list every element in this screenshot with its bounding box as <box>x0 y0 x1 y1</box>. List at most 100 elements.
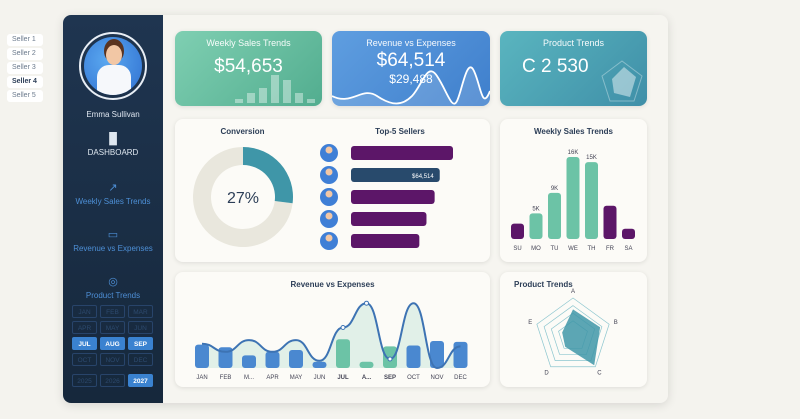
weekly-bar[interactable] <box>548 192 561 239</box>
weekly-bar[interactable] <box>566 157 580 239</box>
year-2027[interactable]: 2027 <box>128 374 153 387</box>
weekly-tick-label: MO <box>531 246 541 252</box>
nav-revenue-vs-expenses[interactable]: ▭ Revenue vs Expenses <box>63 228 163 253</box>
kpi-revenue[interactable]: Revenue vs Expenses $64,514 $29,488 <box>332 31 490 106</box>
kpi-title: Revenue vs Expenses <box>366 38 456 48</box>
seller-avatar-face <box>325 190 333 198</box>
nav-label: Product Trends <box>85 291 141 300</box>
line-point[interactable] <box>340 325 346 330</box>
month-apr[interactable]: APR <box>72 321 97 334</box>
line-point[interactable] <box>364 300 369 306</box>
conversion-donut: 27% <box>193 147 293 247</box>
top-sellers-chart: $64,514 <box>320 144 453 250</box>
revenue-bar[interactable] <box>289 350 303 368</box>
kpi-title: Weekly Sales Trends <box>206 38 291 48</box>
kpi-value: C 2 530 <box>522 56 589 77</box>
month-jul[interactable]: JUL <box>72 337 97 350</box>
radar-area <box>562 309 601 366</box>
seller-bar[interactable] <box>351 146 453 160</box>
weekly-data-label: 9K <box>551 186 558 192</box>
revenue-tick-label: MAY <box>290 375 303 381</box>
radar-axis-label: B <box>614 320 618 326</box>
seller-5[interactable]: Seller 5 <box>7 90 43 102</box>
weekly-bar[interactable] <box>585 162 598 239</box>
bar-chart-icon: ▐▌ <box>105 133 121 145</box>
month-feb[interactable]: FEB <box>100 305 125 318</box>
year-2025[interactable]: 2025 <box>72 374 97 387</box>
month-jan[interactable]: JAN <box>72 305 97 318</box>
revenue-bar[interactable] <box>453 341 468 368</box>
nav-label: Revenue vs Expenses <box>73 244 153 253</box>
seller-bar[interactable] <box>351 234 420 248</box>
radar-grid <box>543 305 603 361</box>
conversion-sellers-card: Conversion Top-5 Sellers 27% $64,514 <box>175 119 490 262</box>
revenue-bar[interactable] <box>406 345 421 369</box>
revenue-tick-label: FEB <box>220 375 232 381</box>
seller-1[interactable]: Seller 1 <box>7 34 43 46</box>
revenue-tick-label: APR <box>266 375 279 381</box>
month-aug[interactable]: AUG <box>100 337 125 350</box>
month-sep[interactable]: SEP <box>128 337 153 350</box>
sellers-title: Top-5 Sellers <box>375 127 425 136</box>
seller-list: Seller 1 Seller 2 Seller 3 Seller 4 Sell… <box>7 34 43 104</box>
seller-bar[interactable] <box>351 212 427 226</box>
weekly-bar[interactable] <box>529 213 543 239</box>
seller-bar[interactable] <box>351 168 440 182</box>
weekly-title: Weekly Sales Trends <box>533 127 613 136</box>
conversion-value: 27% <box>227 190 259 207</box>
weekly-tick-label: SA <box>624 246 632 252</box>
weekly-sales-card: Weekly Sales Trends SU MO 5K TU 9K WE 16K TH 15K… <box>500 119 647 262</box>
line-point[interactable] <box>387 356 393 362</box>
year-2026[interactable]: 2026 <box>100 374 125 387</box>
kpi-wave <box>332 66 490 106</box>
product-title: Product Trends <box>514 280 573 289</box>
radar-grid <box>536 297 610 368</box>
revenue-tick-label: JUL <box>337 375 349 381</box>
seller-2[interactable]: Seller 2 <box>7 48 43 60</box>
month-nov[interactable]: NOV <box>100 353 125 366</box>
month-mar[interactable]: MAR <box>128 305 153 318</box>
revenue-tick-label: A... <box>362 375 372 381</box>
sidebar: Emma Sullivan ▐▌ DASHBOARD ↗ Weekly Sales … <box>63 15 163 403</box>
nav-weekly-sales-trends[interactable]: ↗ Weekly Sales Trends <box>63 181 163 206</box>
kpi-product[interactable]: Product Trends C 2 530 <box>500 31 647 106</box>
seller-3[interactable]: Seller 3 <box>7 62 43 74</box>
trend-up-icon: ↗ <box>108 182 118 194</box>
user-name: Emma Sullivan <box>86 110 140 119</box>
month-oct[interactable]: OCT <box>72 353 97 366</box>
month-jun[interactable]: JUN <box>128 321 153 334</box>
cash-icon: ▭ <box>107 229 119 241</box>
kpi-weekly-sales[interactable]: Weekly Sales Trends $54,653 <box>175 31 322 106</box>
month-dec[interactable]: DEC <box>128 353 153 366</box>
revenue-bar[interactable] <box>430 341 444 368</box>
donut-slice <box>243 147 293 204</box>
month-may[interactable]: MAY <box>100 321 125 334</box>
donut-slice <box>193 147 293 247</box>
kpi-value: $64,514 <box>376 50 446 71</box>
revenue-bar[interactable] <box>265 351 280 368</box>
avatar <box>79 32 147 100</box>
revenue-tick-label: JAN <box>196 375 207 381</box>
seller-bar[interactable] <box>351 190 435 204</box>
revenue-bar[interactable] <box>195 344 209 368</box>
seller-avatar-face <box>325 168 333 176</box>
weekly-data-label: 5K <box>532 206 539 212</box>
weekly-bar[interactable] <box>511 223 524 239</box>
expenses-line <box>201 302 461 370</box>
revenue-bar[interactable] <box>359 361 374 368</box>
revenue-bar[interactable] <box>312 361 327 368</box>
weekly-tick-label: TU <box>551 246 559 252</box>
revenue-bar[interactable] <box>336 339 350 368</box>
revenue-bar[interactable] <box>242 355 256 368</box>
nav-product-trends[interactable]: ◎ Product Trends <box>63 275 163 300</box>
nav-dashboard[interactable]: ▐▌ DASHBOARD <box>63 133 163 157</box>
weekly-bar[interactable] <box>603 205 617 239</box>
seller-4[interactable]: Seller 4 <box>7 76 43 88</box>
revenue-title: Revenue vs Expenses <box>290 280 375 289</box>
cycle-icon: ◎ <box>108 276 118 288</box>
kpi-subvalue: $29,488 <box>389 72 433 86</box>
revenue-tick-label: OCT <box>407 375 420 381</box>
weekly-bar[interactable] <box>622 228 635 239</box>
revenue-bar[interactable] <box>218 347 233 368</box>
revenue-tick-label: SEP <box>384 375 396 381</box>
